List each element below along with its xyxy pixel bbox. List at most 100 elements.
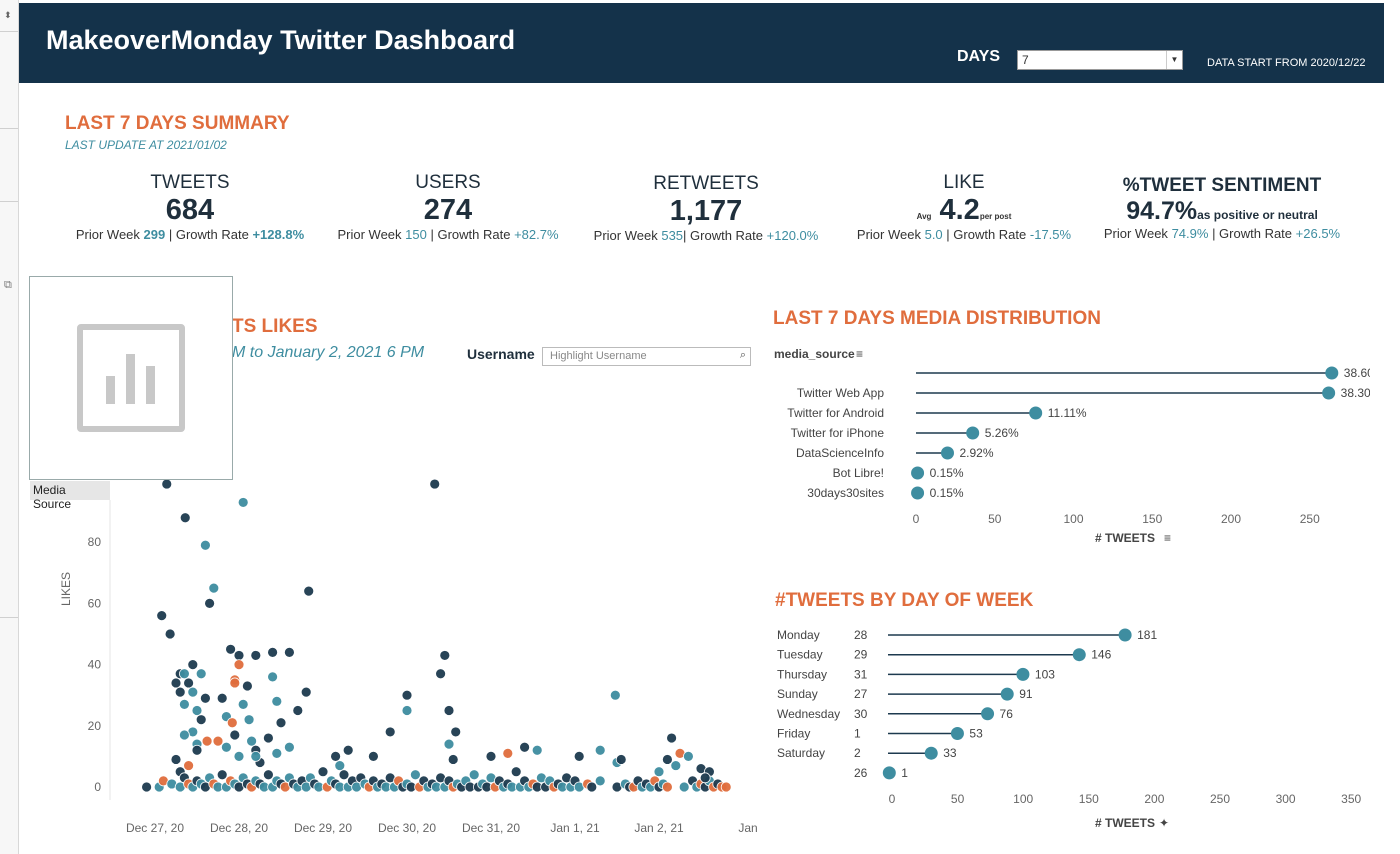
- toolbar-divider: [0, 617, 18, 618]
- media-bar-dot: [966, 426, 980, 440]
- scatter-point: [450, 726, 462, 738]
- sort-icon: ≡: [856, 347, 863, 361]
- dow-secondary-label: 1: [854, 727, 861, 741]
- days-dropdown[interactable]: 7 ▼: [1017, 50, 1183, 70]
- kpi-label: RETWEETS: [653, 173, 759, 194]
- scatter-point: [220, 741, 232, 753]
- kpi-sentiment: %TWEET SENTIMENT 94.7%as positive or neu…: [1094, 175, 1350, 241]
- dow-x-tick: 350: [1341, 792, 1361, 806]
- media-category-label: Twitter for iPhone: [791, 426, 885, 440]
- scatter-point: [243, 714, 255, 726]
- dow-x-tick: 50: [951, 792, 965, 806]
- scatter-point: [216, 769, 228, 781]
- bar-chart-icon: [77, 324, 185, 432]
- data-start-note: DATA START FROM 2020/12/22: [1207, 57, 1366, 69]
- dow-value-label: 181: [1137, 628, 1157, 642]
- kpi-tweets: TWEETS 684 Prior Week 299 | Growth Rate …: [68, 172, 312, 242]
- dow-secondary-label: 27: [854, 687, 868, 701]
- scatter-point: [225, 643, 237, 655]
- scatter-point: [443, 705, 455, 716]
- scatter-point: [662, 781, 673, 793]
- scatter-point: [300, 686, 312, 698]
- dow-category-label: Sunday: [777, 687, 818, 701]
- pin-icon: ✦: [1159, 816, 1169, 830]
- x-tick-label: Dec 27, 20: [126, 821, 184, 835]
- dow-x-tick: 100: [1013, 792, 1033, 806]
- scatter-point: [275, 717, 287, 729]
- media-value-label: 38.30%: [1341, 386, 1370, 400]
- scatter-point: [271, 747, 283, 759]
- scatter-point: [443, 738, 455, 750]
- kpi-like: LIKE Avg 4.2per post Prior Week 5.0 | Gr…: [842, 172, 1086, 242]
- username-search-input[interactable]: Highlight Username ⌕: [542, 347, 751, 366]
- scatter-point: [246, 735, 258, 747]
- x-tick-label: Dec 28, 20: [210, 821, 268, 835]
- media-x-tick: 100: [1063, 512, 1083, 526]
- scroll-arrows-icon[interactable]: ⬍: [4, 10, 12, 20]
- y-tick-label: 40: [88, 658, 102, 672]
- kpi-value: 684: [165, 194, 215, 226]
- dow-x-label: # TWEETS: [1095, 816, 1155, 830]
- popout-icon[interactable]: ⧉: [4, 279, 12, 291]
- media-value-label: 0.15%: [930, 466, 964, 480]
- scatter-point: [250, 650, 262, 661]
- x-tick-label: Jan 1, 21: [550, 821, 600, 835]
- media-x-tick: 50: [988, 512, 1002, 526]
- x-tick-label: Jan 3, 21: [738, 821, 760, 835]
- scatter-point: [204, 598, 216, 609]
- scatter-point: [653, 766, 665, 778]
- y-tick-label: 80: [88, 535, 102, 549]
- kpi-label: %TWEET SENTIMENT: [1122, 175, 1322, 196]
- dow-bar-dot: [1072, 648, 1086, 662]
- scatter-point: [178, 668, 190, 680]
- likes-title: TS LIKES: [232, 316, 318, 337]
- toolbar-divider: [0, 31, 18, 32]
- scatter-point: [178, 729, 190, 741]
- scatter-point: [229, 729, 241, 741]
- scatter-point: [216, 692, 228, 704]
- dow-value-label: 103: [1035, 667, 1055, 681]
- dow-value-label: 91: [1019, 687, 1033, 701]
- media-bar-dot: [911, 486, 925, 500]
- chevron-down-icon[interactable]: ▼: [1166, 51, 1182, 69]
- scatter-point: [670, 760, 682, 771]
- scatter-point: [367, 751, 379, 762]
- scatter-point: [199, 539, 211, 551]
- scatter-point: [237, 698, 249, 710]
- scatter-point: [519, 741, 530, 753]
- y-tick-label: 0: [94, 780, 101, 794]
- scatter-point: [283, 646, 295, 658]
- scatter-point: [683, 751, 694, 762]
- scatter-point: [510, 766, 522, 778]
- search-icon[interactable]: ⌕: [739, 349, 746, 361]
- kpi-retweets: RETWEETS 1,177 Prior Week 535| Growth Ra…: [584, 173, 828, 243]
- kpi-label: USERS: [415, 172, 481, 193]
- dow-category-label: Saturday: [777, 746, 825, 760]
- dow-category-label: Monday: [777, 628, 820, 642]
- dow-secondary-label: 29: [854, 648, 868, 662]
- scatter-point: [161, 478, 173, 490]
- dow-secondary-label: 31: [854, 667, 868, 681]
- scatter-point: [594, 744, 606, 756]
- scatter-point: [615, 754, 627, 765]
- day-of-week-chart[interactable]: Monday 28 181 Tuesday 29 146 Thursday 31 103 Sund…: [770, 622, 1380, 842]
- scatter-point: [170, 677, 182, 689]
- scatter-point: [191, 744, 203, 756]
- media-distribution-chart[interactable]: media_source≡38.60%Twitter Web App38.30%…: [770, 340, 1370, 590]
- media-bar-dot: [1029, 406, 1043, 420]
- dow-bar-dot: [950, 727, 964, 740]
- media-source-label: Media Source: [30, 481, 110, 511]
- scatter-point: [233, 751, 245, 762]
- dow-x-tick: 0: [889, 792, 896, 806]
- scatter-point: [435, 668, 447, 680]
- scatter-point: [164, 628, 176, 640]
- y-tick-label: 60: [88, 596, 102, 610]
- last-update: LAST UPDATE AT 2021/01/02: [65, 138, 227, 152]
- kpi-prior: Prior Week 74.9% | Growth Rate +26.5%: [1103, 226, 1341, 241]
- likes-scatter-chart[interactable]: 0 20 40 60 80 Dec 27, 20 Dec 28, 20 Dec 29, 20 D…: [0, 0, 760, 854]
- y-tick-label: 20: [88, 719, 102, 733]
- y-axis-label: LIKES: [59, 572, 73, 606]
- left-toolbar: ⬍ ⧉: [0, 0, 19, 854]
- dashboard-header: MakeoverMonday Twitter Dashboard DAYS 7 …: [19, 3, 1384, 83]
- scatter-point: [439, 650, 451, 661]
